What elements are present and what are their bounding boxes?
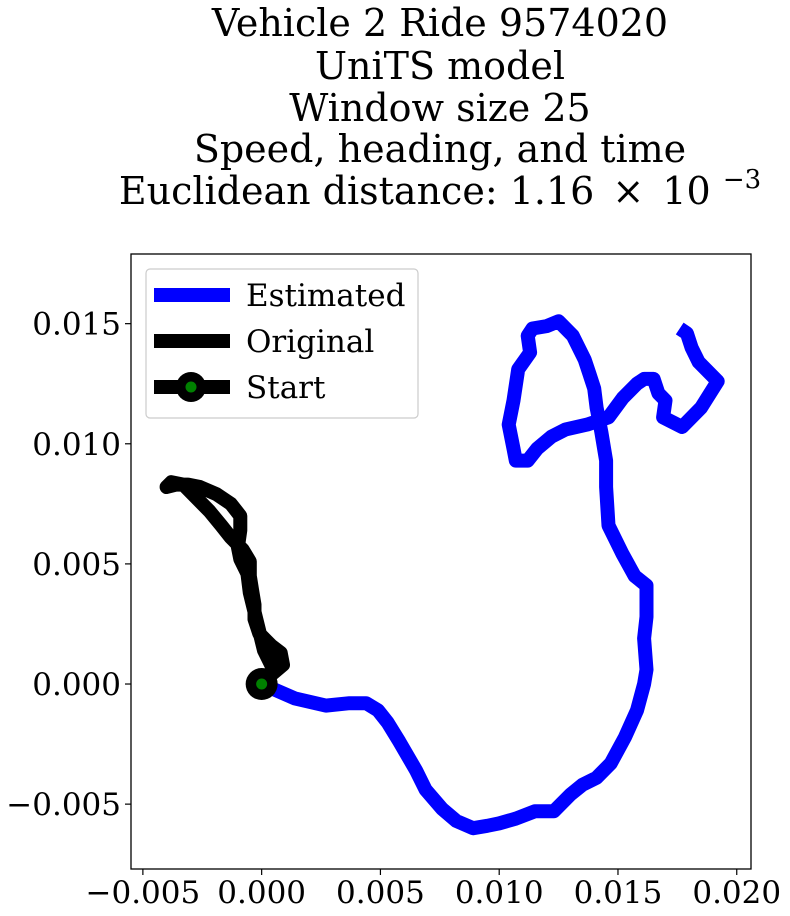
- y-tick-label: 0.015: [32, 307, 121, 343]
- x-tick-label: 0.005: [336, 875, 425, 911]
- legend-start-marker-dot: [185, 381, 197, 393]
- x-tick-label: 0.015: [574, 875, 663, 911]
- y-tick-label: 0.005: [32, 547, 121, 583]
- legend: Estimated Original Start: [145, 268, 419, 419]
- title-line-4: Speed, heading, and time: [194, 127, 686, 171]
- title-distance-times: ×: [612, 169, 644, 213]
- series-line-estimated: [258, 314, 725, 836]
- legend-estimated-label: Estimated: [246, 278, 405, 314]
- x-tick-label: 0.000: [217, 875, 306, 911]
- title-line-3: Window size 25: [289, 86, 590, 130]
- x-tick-label: 0.020: [692, 875, 781, 911]
- y-axis: −0.005 0.000 0.005 0.010 0.015: [6, 307, 131, 823]
- start-marker-dot: [256, 678, 268, 690]
- legend-original-label: Original: [246, 324, 374, 360]
- x-axis: −0.005 0.000 0.005 0.010 0.015 0.020: [86, 869, 781, 911]
- series-layer: [159, 314, 725, 836]
- x-tick-label: 0.010: [455, 875, 544, 911]
- title-line-1: Vehicle 2 Ride 9574020: [211, 1, 668, 45]
- title-distance-exponent: −3: [723, 165, 761, 195]
- title-line-2: UniTS model: [315, 44, 565, 88]
- title-distance-prefix: Euclidean distance: 1.16: [119, 169, 594, 213]
- y-tick-label: −0.005: [6, 787, 121, 823]
- y-tick-label: 0.010: [32, 427, 121, 463]
- legend-start-label: Start: [246, 370, 326, 406]
- marker-layer: [245, 668, 278, 701]
- x-tick-label: −0.005: [86, 875, 201, 911]
- chart-title: Vehicle 2 Ride 9574020 UniTS model Windo…: [119, 1, 761, 213]
- series-line-original: [159, 475, 290, 689]
- plot-frame: [130, 253, 752, 870]
- title-distance-base: 10: [662, 169, 710, 213]
- y-tick-label: 0.000: [32, 667, 121, 703]
- title-line-5: Euclidean distance: 1.16 × 10 −3: [119, 165, 761, 213]
